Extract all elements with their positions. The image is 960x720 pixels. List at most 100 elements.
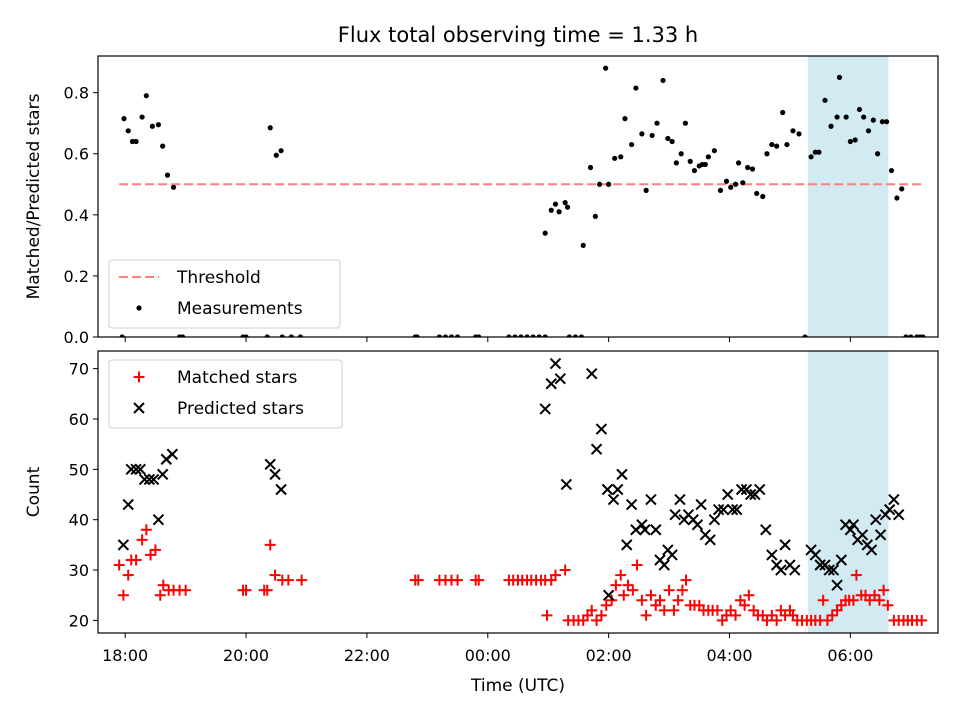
predicted-stars-point (712, 503, 725, 516)
matched-stars-point (622, 579, 634, 591)
matched-stars-point (600, 599, 612, 611)
measurements-point (612, 155, 618, 161)
x-tick-label: 18:00 (102, 646, 148, 665)
predicted-stars-point (691, 519, 704, 531)
predicted-stars-point (766, 549, 778, 561)
matched-stars-point (606, 594, 618, 606)
matched-stars-point (711, 604, 723, 616)
measurements-point (125, 128, 131, 134)
measurements-point (566, 334, 572, 337)
measurements-point (649, 132, 655, 139)
matched-stars-point (676, 584, 688, 596)
matched-stars-point (878, 584, 890, 596)
matched-stars-point (826, 609, 838, 621)
measurements-point (665, 135, 671, 142)
top-panel: 0.0 0.2 0.4 0.6 0.8 Matched/Predicted stars Th… (24, 55, 939, 347)
measurements-point (732, 181, 739, 187)
measurements-point (562, 200, 568, 206)
predicted-stars-point (166, 448, 179, 460)
measurements-point (660, 77, 666, 84)
legend-swatch (133, 402, 145, 414)
matched-stars-point (149, 544, 161, 556)
predicted-stars-point (152, 513, 165, 526)
matched-stars-point (586, 604, 598, 616)
measurements-point (764, 151, 770, 157)
predicted-stars-point (156, 468, 169, 481)
bottom-panel: 20 30 40 50 60 70 18:00 20:00 22:00 00:00 02:00 04:… (24, 350, 939, 696)
bottom-axes-frame (97, 350, 939, 634)
predicted-stars-point (545, 378, 557, 390)
measurements-point (572, 334, 579, 337)
measurements-point (847, 138, 853, 145)
matched-stars-point (672, 594, 684, 606)
measurements-point (735, 160, 742, 166)
measurements-point (784, 141, 790, 148)
matched-stars-point (654, 594, 666, 606)
predicted-stars-point (831, 579, 843, 591)
matched-stars-point (541, 609, 553, 621)
predicted-stars-point (275, 483, 287, 496)
matched-stars-point (412, 574, 424, 586)
y-tick-label: 0.0 (64, 328, 89, 347)
matched-stars-point (766, 609, 778, 621)
predicted-stars-point (847, 519, 860, 531)
measurements-point (180, 334, 186, 337)
measurements-point (273, 152, 279, 158)
measurements-point (580, 242, 586, 248)
measurements-point (760, 193, 766, 200)
predicted-stars-point (754, 483, 766, 496)
measurements-point (512, 334, 518, 337)
measurements-point (790, 128, 796, 134)
predicted-stars-point (621, 539, 633, 551)
measurements-point (530, 334, 536, 337)
measurements-point (518, 334, 524, 337)
predicted-stars-point (625, 498, 638, 511)
measurements-point (603, 65, 609, 71)
measurements-point (705, 154, 711, 160)
predicted-stars-point (147, 473, 160, 486)
measurements-point (556, 209, 562, 215)
predicted-stars-point (856, 529, 869, 541)
predicted-stars-point (865, 544, 878, 556)
measurements-point (874, 151, 881, 157)
predicted-stars-point (695, 498, 707, 511)
legend-label: Matched stars (177, 368, 297, 388)
predicted-stars-point (669, 508, 681, 521)
predicted-stars-point (674, 493, 686, 506)
matched-stars-point (640, 609, 652, 621)
predicted-stars-point (639, 524, 651, 536)
legend-label: Threshold (176, 268, 261, 288)
measurements-point (879, 119, 886, 125)
predicted-stars-point (645, 493, 657, 506)
measurements-point (578, 334, 585, 337)
measurements-point (454, 334, 461, 337)
measurements-point (448, 334, 455, 337)
predicted-stars-point (893, 508, 905, 521)
predicted-stars-point (554, 372, 567, 385)
measurements-point (728, 184, 734, 190)
measurements-point (606, 181, 612, 187)
measurements-point (816, 149, 822, 155)
matched-stars-point (817, 594, 829, 606)
top-legend: Threshold Measurements (108, 259, 341, 329)
matched-stars-point (636, 594, 648, 606)
measurements-point (279, 334, 285, 337)
predicted-stars-point (760, 524, 772, 536)
predicted-stars-point (138, 473, 151, 486)
matched-stars-point (730, 609, 742, 621)
predicted-stars-point (143, 473, 156, 486)
matched-stars-point (296, 574, 308, 586)
predicted-stars-point (874, 529, 887, 541)
measurements-point (682, 120, 688, 126)
matched-stars-point (771, 614, 783, 626)
predicted-stars-point (607, 493, 620, 506)
matched-stars-point (631, 559, 643, 571)
measurements-point (673, 160, 679, 166)
legend-box (108, 259, 341, 329)
y-tick-label: 0.2 (64, 267, 89, 286)
matched-stars-point (668, 604, 680, 616)
measurements-point (596, 181, 603, 187)
measurements-point (903, 334, 909, 337)
predicted-stars-point (590, 443, 603, 455)
